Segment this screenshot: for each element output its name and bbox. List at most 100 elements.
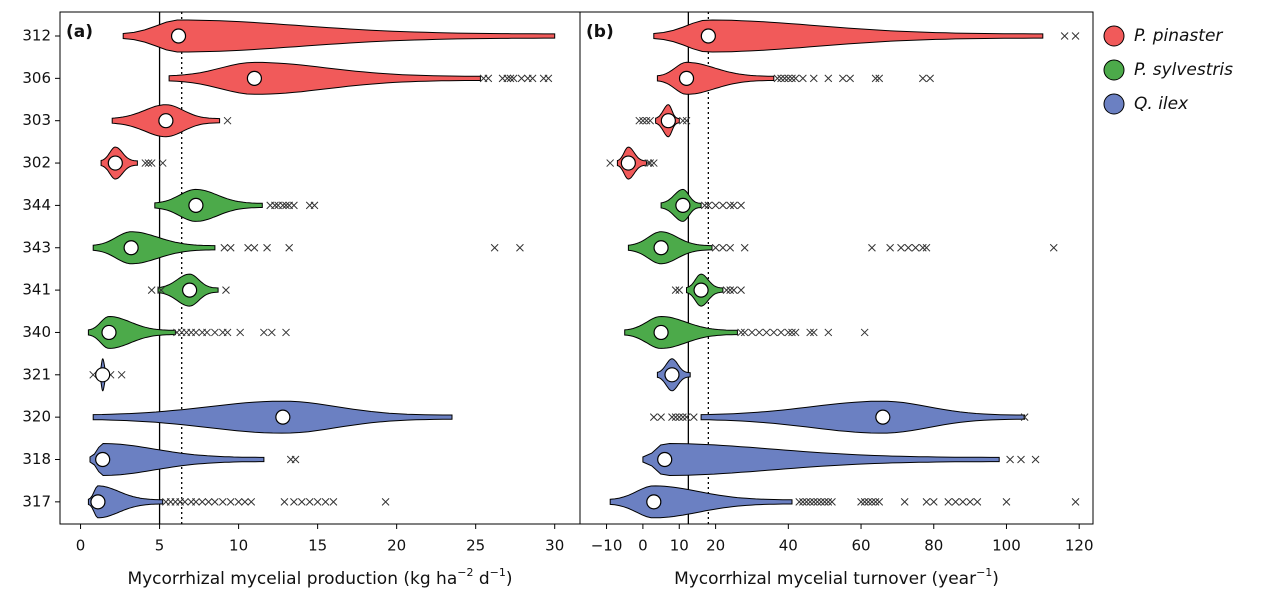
outlier bbox=[263, 243, 271, 252]
legend-marker bbox=[1103, 59, 1125, 81]
outlier bbox=[144, 159, 153, 167]
outlier bbox=[506, 74, 515, 83]
outlier bbox=[817, 497, 825, 506]
outlier bbox=[828, 497, 836, 506]
outlier bbox=[788, 74, 796, 83]
x-tick-label: 0 bbox=[638, 537, 648, 555]
violin bbox=[700, 400, 1026, 434]
outlier bbox=[260, 328, 268, 337]
outlier bbox=[544, 74, 553, 83]
x-axis-label-part: Mycorrhizal mycelial production (kg ha bbox=[127, 569, 457, 589]
outlier bbox=[973, 497, 982, 506]
outlier bbox=[824, 74, 833, 83]
x-axis-label: Mycorrhizal mycelial turnover (year−1) bbox=[674, 566, 999, 590]
outlier bbox=[675, 413, 684, 422]
outlier bbox=[282, 328, 290, 337]
outlier bbox=[682, 116, 691, 125]
outlier bbox=[711, 243, 720, 252]
x-axis-label-part: ) bbox=[506, 569, 513, 589]
outlier bbox=[740, 243, 749, 252]
outlier bbox=[192, 497, 200, 506]
panel-label: (a) bbox=[66, 22, 93, 42]
outlier bbox=[267, 328, 276, 337]
outlier bbox=[951, 497, 960, 506]
outlier bbox=[780, 74, 789, 83]
outlier bbox=[737, 201, 745, 210]
outlier bbox=[719, 201, 727, 210]
violin bbox=[642, 442, 1000, 477]
outlier bbox=[484, 74, 493, 83]
outlier bbox=[141, 159, 150, 167]
median bbox=[678, 70, 695, 86]
outlier bbox=[860, 328, 869, 337]
outlier bbox=[280, 497, 289, 506]
outlier bbox=[809, 328, 818, 337]
outlier bbox=[769, 328, 778, 337]
x-tick-label: 120 bbox=[1065, 537, 1094, 555]
outlier bbox=[517, 74, 526, 83]
outlier bbox=[657, 413, 665, 422]
outlier bbox=[689, 413, 698, 422]
outlier bbox=[668, 413, 676, 422]
outlier bbox=[799, 497, 807, 506]
outlier bbox=[329, 497, 338, 506]
outlier bbox=[737, 328, 745, 337]
outlier bbox=[1006, 455, 1014, 464]
outlier bbox=[211, 497, 219, 506]
violin bbox=[122, 19, 556, 53]
legend-label: P. pinaster bbox=[1134, 26, 1223, 46]
outlier bbox=[646, 116, 655, 125]
legend-marker bbox=[1103, 25, 1125, 47]
outlier bbox=[722, 286, 731, 294]
outlier bbox=[675, 286, 684, 294]
outlier bbox=[726, 201, 735, 210]
violin bbox=[168, 61, 481, 95]
outlier bbox=[918, 74, 927, 83]
outlier bbox=[922, 497, 931, 506]
outlier bbox=[784, 328, 793, 337]
outlier bbox=[204, 497, 213, 506]
outlier bbox=[290, 201, 298, 210]
outlier bbox=[606, 159, 615, 167]
outlier bbox=[799, 74, 807, 83]
outlier bbox=[755, 328, 764, 337]
outlier bbox=[310, 201, 319, 210]
outlier bbox=[784, 74, 793, 83]
outlier bbox=[198, 497, 207, 506]
x-tick-label: 10 bbox=[229, 537, 248, 555]
outlier bbox=[218, 497, 227, 506]
x-tick-label: 10 bbox=[670, 537, 689, 555]
x-axis-label-part: Mycorrhizal mycelial turnover (year bbox=[674, 569, 976, 589]
violin bbox=[653, 19, 1044, 53]
y-tick-label: 341 bbox=[22, 281, 51, 299]
median bbox=[693, 282, 709, 298]
outlier bbox=[1002, 497, 1011, 506]
median bbox=[653, 240, 669, 256]
legend-label: P. sylvestris bbox=[1134, 60, 1233, 80]
outlier bbox=[777, 74, 785, 83]
outlier bbox=[944, 497, 953, 506]
outlier bbox=[313, 497, 322, 506]
outlier bbox=[147, 286, 156, 294]
legend-label: Q. ilex bbox=[1134, 94, 1189, 114]
x-tick-label: 60 bbox=[851, 537, 870, 555]
x-tick-label: 20 bbox=[387, 537, 406, 555]
median bbox=[700, 28, 716, 44]
outlier bbox=[791, 328, 800, 337]
outlier bbox=[846, 74, 854, 83]
outlier bbox=[644, 159, 653, 167]
outlier bbox=[234, 497, 243, 506]
outlier bbox=[1071, 497, 1080, 506]
violin bbox=[624, 315, 738, 349]
outlier bbox=[868, 243, 876, 252]
median bbox=[101, 324, 117, 341]
outlier bbox=[226, 497, 235, 506]
outlier bbox=[509, 74, 518, 83]
median bbox=[646, 494, 662, 510]
y-tick-label: 343 bbox=[22, 238, 51, 256]
x-tick-label: 40 bbox=[779, 537, 798, 555]
outlier bbox=[271, 201, 279, 210]
y-tick-label: 340 bbox=[22, 323, 51, 341]
outlier bbox=[726, 286, 735, 294]
outlier bbox=[305, 497, 314, 506]
